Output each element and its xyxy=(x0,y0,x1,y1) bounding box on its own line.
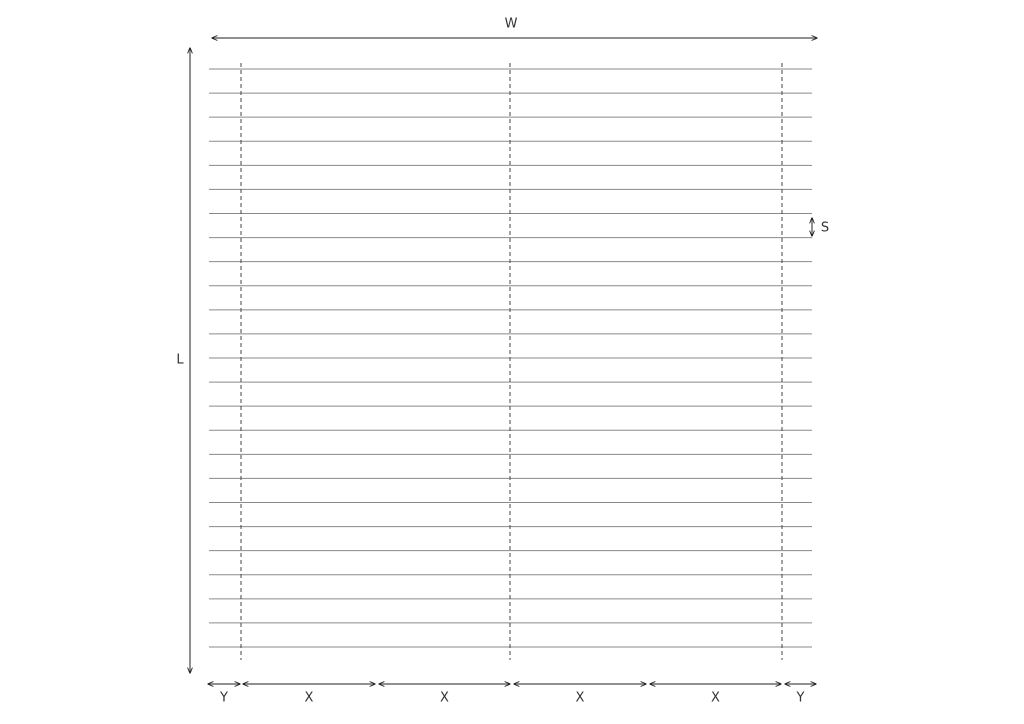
length-label: L xyxy=(176,353,184,368)
width-label: W xyxy=(505,17,518,32)
segment-label: Y xyxy=(219,691,228,706)
segment-label: X xyxy=(440,691,449,706)
segment-label: X xyxy=(305,691,314,706)
segment-label: Y xyxy=(796,691,805,706)
segment-label: X xyxy=(711,691,720,706)
spacing-label: S xyxy=(821,221,829,236)
segment-label: X xyxy=(576,691,585,706)
